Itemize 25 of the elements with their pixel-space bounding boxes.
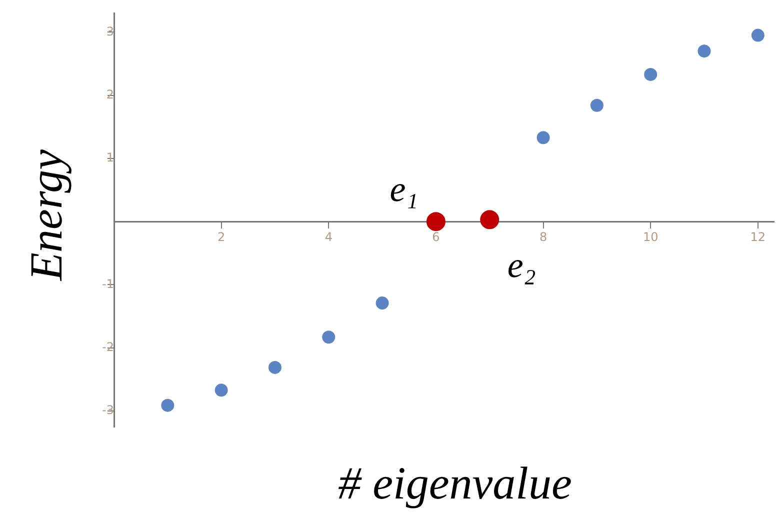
point: [268, 360, 282, 374]
point: [480, 210, 500, 230]
point: [322, 330, 336, 344]
point: [698, 44, 711, 58]
point: [751, 28, 764, 42]
x-tick-label: 12: [750, 230, 766, 244]
y-axis-title: Energy: [20, 149, 72, 281]
y-tick-label: -3: [102, 403, 114, 418]
y-tick-label: -1: [102, 276, 114, 291]
x-tick-label: 10: [642, 230, 658, 244]
annotation: e₂: [507, 245, 536, 286]
point: [376, 296, 389, 310]
x-tick-label: 2: [217, 230, 226, 244]
point: [161, 398, 174, 412]
point: [426, 212, 446, 232]
point: [536, 131, 550, 144]
point: [590, 98, 604, 112]
y-tick-label: -2: [102, 340, 114, 354]
point: [644, 68, 658, 81]
x-tick-label: 6: [432, 230, 440, 244]
annotation: e₁: [390, 169, 418, 210]
x-axis-title: # eigenvalue: [338, 456, 572, 510]
point: [214, 384, 228, 397]
x-tick-label: 8: [539, 230, 548, 244]
x-tick-label: 4: [324, 230, 332, 244]
